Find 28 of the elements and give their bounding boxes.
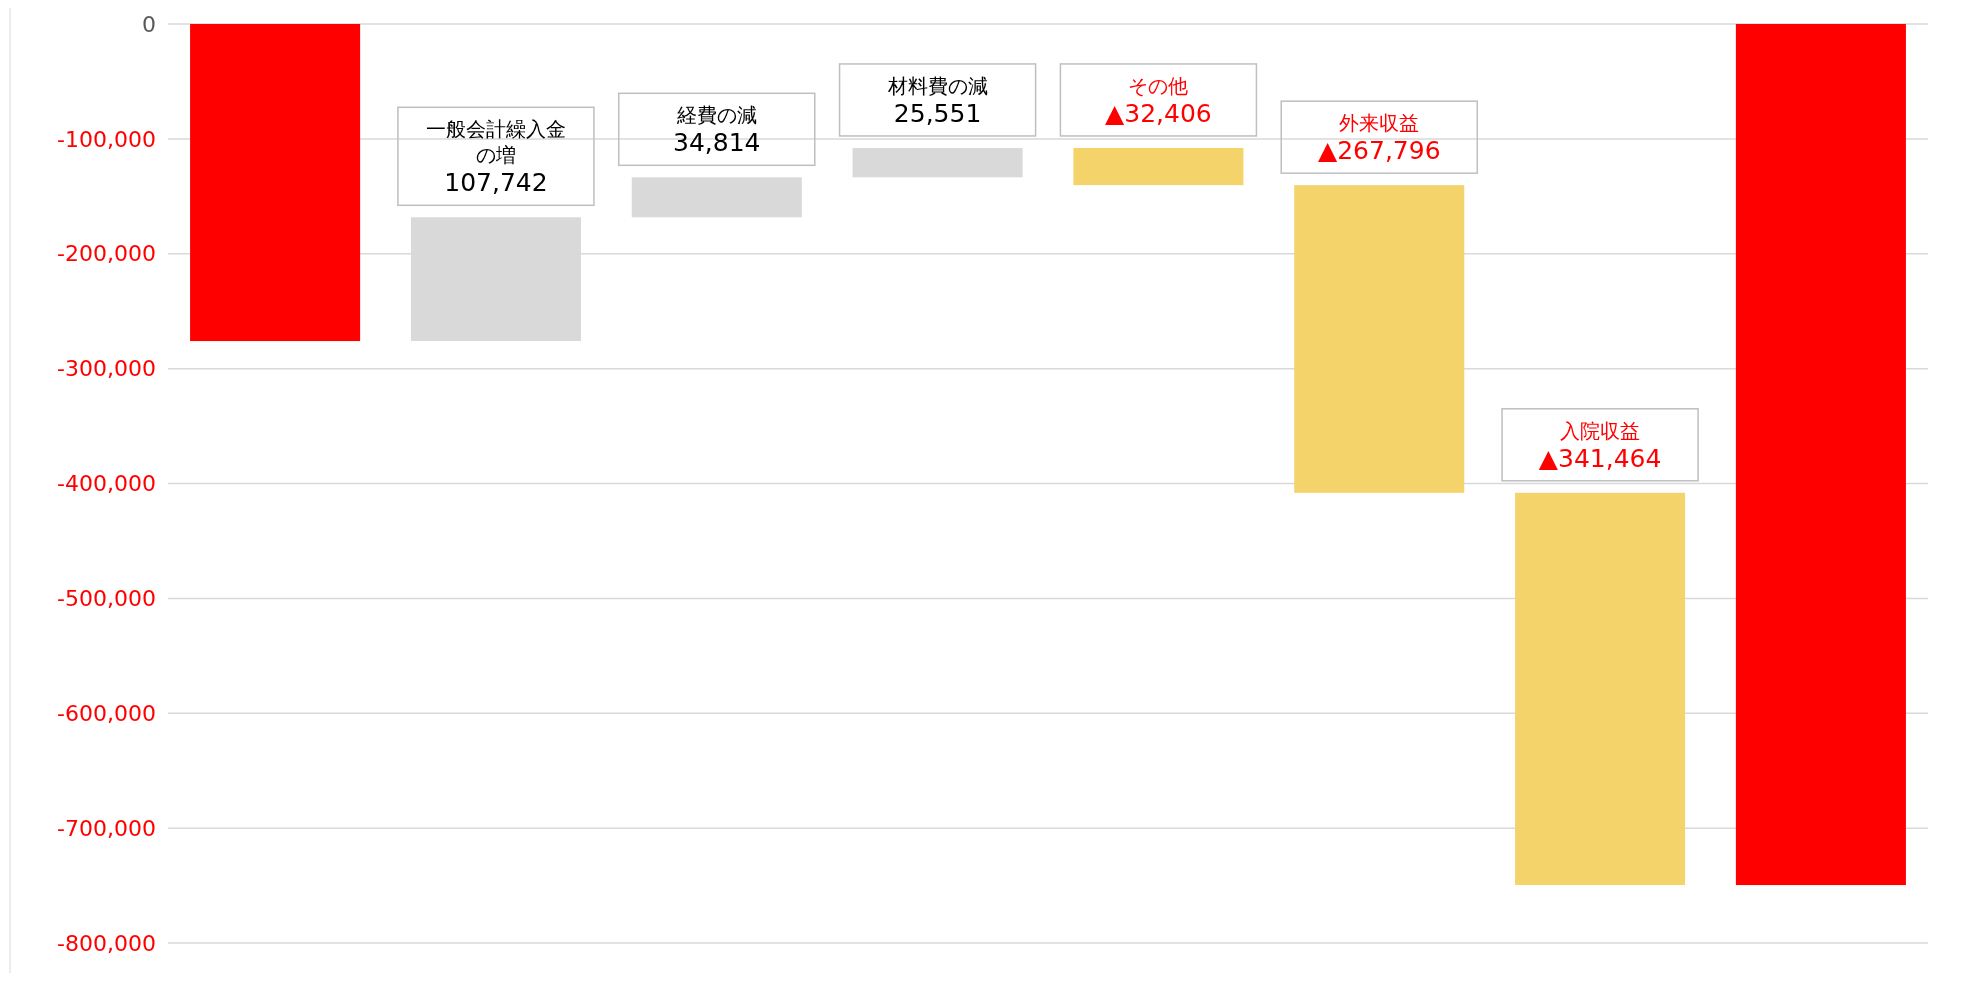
- bar: [1735, 24, 1906, 886]
- data-label: 34,814: [673, 128, 761, 158]
- x-tick-label: 経費の減: [675, 103, 757, 128]
- y-tick-label: -100,000: [57, 126, 156, 152]
- y-tick-label: -400,000: [57, 471, 156, 497]
- data-label: ▲32,406: [1105, 98, 1212, 128]
- x-tick-label: 入院収益: [1560, 418, 1641, 443]
- data-label: 25,551: [893, 98, 982, 128]
- bar: [1515, 492, 1686, 886]
- y-tick-label: -800,000: [57, 930, 156, 956]
- data-label: ▲267,796: [1317, 136, 1441, 166]
- bar: [1073, 147, 1244, 186]
- x-tick-label: その他: [1128, 73, 1189, 98]
- y-tick-label: -300,000: [57, 356, 156, 382]
- y-tick-label: -700,000: [57, 815, 156, 841]
- x-tick-label: 材料費の減: [886, 73, 988, 98]
- bar: [190, 24, 361, 342]
- y-tick-label: 0: [142, 11, 156, 37]
- x-tick-label: 一般会計繰入金の増: [425, 117, 566, 168]
- bar: [852, 147, 1023, 178]
- y-tick-label: -500,000: [57, 586, 156, 612]
- y-tick-label: -600,000: [57, 700, 156, 726]
- data-label: 107,742: [444, 168, 548, 198]
- data-label: ▲341,464: [1538, 443, 1662, 473]
- x-tick-label: 外来収益: [1339, 111, 1420, 136]
- bar: [631, 177, 802, 218]
- bar: [1294, 185, 1465, 493]
- y-tick-label: -200,000: [57, 241, 156, 267]
